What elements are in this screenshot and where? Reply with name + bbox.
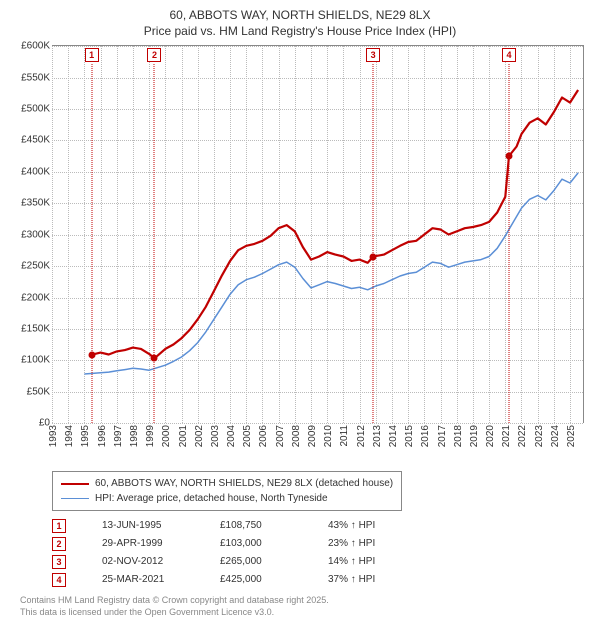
x-tick-label: 2000 [161,425,172,447]
sales-row: 2 29-APR-1999 £103,000 23% ↑ HPI [52,535,590,553]
x-tick-label: 2008 [291,425,302,447]
x-tick-label: 1996 [97,425,108,447]
series-svg [52,46,583,423]
legend-label: HPI: Average price, detached house, Nort… [95,491,328,506]
x-tick-label: 2017 [437,425,448,447]
sales-date: 25-MAR-2021 [102,571,202,589]
x-tick-label: 1994 [64,425,75,447]
y-tick-label: £300K [10,229,50,240]
y-tick-label: £100K [10,355,50,366]
sales-marker: 4 [52,573,66,587]
footer-line1: Contains HM Land Registry data © Crown c… [20,595,590,607]
x-axis-labels: 1993199419951996199719981999200020012002… [52,423,584,463]
y-tick-label: £250K [10,261,50,272]
marker-box: 1 [85,48,99,62]
series-line [92,90,578,358]
x-tick-label: 1999 [145,425,156,447]
legend-label: 60, ABBOTS WAY, NORTH SHIELDS, NE29 8LX … [95,476,393,491]
legend-swatch [61,498,89,499]
x-tick-label: 2006 [258,425,269,447]
x-tick-label: 2019 [469,425,480,447]
y-tick-label: £150K [10,323,50,334]
sale-dot [88,351,95,358]
y-tick-label: £450K [10,135,50,146]
x-tick-label: 1997 [113,425,124,447]
legend-item: HPI: Average price, detached house, Nort… [61,491,393,506]
y-tick-label: £550K [10,72,50,83]
marker-box: 4 [502,48,516,62]
footer-attribution: Contains HM Land Registry data © Crown c… [20,595,590,618]
x-tick-label: 2011 [339,425,350,447]
x-tick-label: 2005 [242,425,253,447]
x-tick-label: 2023 [534,425,545,447]
x-tick-label: 2010 [323,425,334,447]
x-tick-label: 2009 [307,425,318,447]
sales-delta: 23% ↑ HPI [328,535,418,553]
chart-title-line2: Price paid vs. HM Land Registry's House … [10,24,590,40]
legend: 60, ABBOTS WAY, NORTH SHIELDS, NE29 8LX … [52,471,402,511]
sales-marker: 2 [52,537,66,551]
y-tick-label: £600K [10,41,50,52]
x-tick-label: 2022 [517,425,528,447]
y-tick-label: £500K [10,104,50,115]
marker-box: 2 [147,48,161,62]
sales-date: 29-APR-1999 [102,535,202,553]
marker-line [373,64,374,423]
x-tick-label: 2015 [404,425,415,447]
y-tick-label: £350K [10,198,50,209]
marker-line [91,64,92,423]
sales-row: 3 02-NOV-2012 £265,000 14% ↑ HPI [52,553,590,571]
sales-marker: 3 [52,555,66,569]
sales-delta: 14% ↑ HPI [328,553,418,571]
marker-box: 3 [366,48,380,62]
x-tick-label: 2021 [501,425,512,447]
x-tick-label: 2004 [226,425,237,447]
y-tick-label: £50K [10,386,50,397]
y-tick-label: £400K [10,166,50,177]
x-tick-label: 2024 [550,425,561,447]
sales-row: 1 13-JUN-1995 £108,750 43% ↑ HPI [52,517,590,535]
sales-delta: 37% ↑ HPI [328,571,418,589]
sales-price: £425,000 [220,571,310,589]
x-tick-label: 1993 [48,425,59,447]
x-tick-label: 2014 [388,425,399,447]
x-tick-label: 2020 [485,425,496,447]
sales-marker: 1 [52,519,66,533]
sale-dot [370,253,377,260]
legend-item: 60, ABBOTS WAY, NORTH SHIELDS, NE29 8LX … [61,476,393,491]
x-tick-label: 2007 [275,425,286,447]
x-tick-label: 2025 [566,425,577,447]
sales-date: 02-NOV-2012 [102,553,202,571]
sales-table: 1 13-JUN-1995 £108,750 43% ↑ HPI 2 29-APR-199… [52,517,590,589]
x-tick-label: 2003 [210,425,221,447]
sales-price: £108,750 [220,517,310,535]
x-tick-label: 2016 [420,425,431,447]
marker-line [154,64,155,423]
x-tick-label: 2001 [178,425,189,447]
footer-line2: This data is licensed under the Open Gov… [20,607,590,619]
chart-title-line1: 60, ABBOTS WAY, NORTH SHIELDS, NE29 8LX [10,8,590,24]
x-tick-label: 1998 [129,425,140,447]
sales-delta: 43% ↑ HPI [328,517,418,535]
legend-swatch [61,483,89,485]
plot-area: £0£50K£100K£150K£200K£250K£300K£350K£400… [52,45,584,423]
x-tick-label: 2018 [453,425,464,447]
y-tick-label: £200K [10,292,50,303]
sales-price: £103,000 [220,535,310,553]
y-tick-label: £0 [10,418,50,429]
chart-container: 60, ABBOTS WAY, NORTH SHIELDS, NE29 8LX … [0,0,600,620]
x-tick-label: 1995 [80,425,91,447]
marker-line [509,64,510,423]
sale-dot [506,153,513,160]
x-tick-label: 2013 [372,425,383,447]
series-line [84,173,578,374]
x-tick-label: 2002 [194,425,205,447]
sales-price: £265,000 [220,553,310,571]
sale-dot [151,355,158,362]
sales-row: 4 25-MAR-2021 £425,000 37% ↑ HPI [52,571,590,589]
sales-date: 13-JUN-1995 [102,517,202,535]
x-tick-label: 2012 [356,425,367,447]
